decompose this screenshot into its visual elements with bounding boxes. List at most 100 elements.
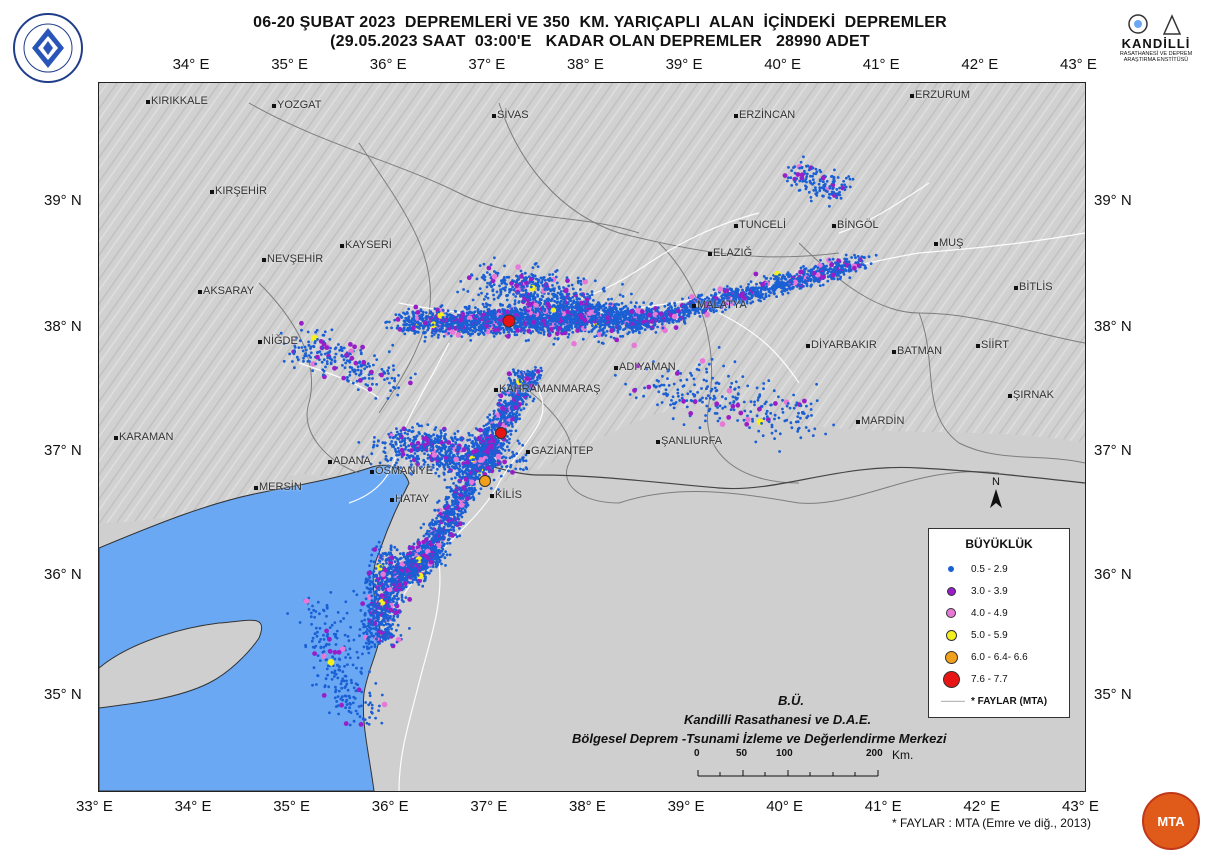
earthquake-point <box>800 276 804 280</box>
earthquake-point <box>482 424 486 428</box>
earthquake-point <box>764 294 768 298</box>
earthquake-point <box>633 304 637 308</box>
earthquake-point <box>496 403 500 406</box>
earthquake-point <box>731 294 735 298</box>
earthquake-point <box>689 293 695 300</box>
latitude-label-right: 38° N <box>1094 318 1132 335</box>
earthquake-point <box>685 306 689 310</box>
earthquake-point <box>518 378 522 382</box>
earthquake-point <box>482 324 486 328</box>
earthquake-point <box>511 425 514 428</box>
earthquake-point <box>747 283 750 286</box>
earthquake-point <box>833 269 837 273</box>
earthquake-point <box>785 287 789 291</box>
earthquake-point <box>722 287 726 291</box>
earthquake-point <box>697 311 701 315</box>
earthquake-point <box>438 327 442 331</box>
earthquake-point <box>735 287 738 291</box>
longitude-label-bottom: 38° E <box>569 798 606 815</box>
earthquake-point <box>441 308 445 312</box>
earthquake-point <box>818 284 822 287</box>
earthquake-point <box>421 567 424 571</box>
earthquake-point <box>664 312 667 316</box>
earthquake-point <box>477 325 481 329</box>
earthquake-point <box>465 325 469 328</box>
earthquake-point <box>683 316 687 320</box>
earthquake-point <box>475 314 478 318</box>
earthquake-point <box>487 321 491 325</box>
earthquake-point <box>415 310 421 315</box>
earthquake-point <box>480 326 484 330</box>
earthquake-point <box>419 526 423 530</box>
seismicity-map[interactable]: KIRIKKALE YOZGAT SİVAS ERZİNCAN ERZURUM KIRŞE… <box>98 82 1086 792</box>
earthquake-point <box>421 558 425 561</box>
earthquake-point <box>422 320 428 326</box>
earthquake-point <box>869 262 873 265</box>
earthquake-point <box>378 548 381 551</box>
earthquake-point <box>847 265 851 268</box>
earthquake-point <box>645 322 649 325</box>
earthquake-point <box>471 489 475 493</box>
earthquake-point <box>762 297 766 300</box>
earthquake-point <box>498 310 502 314</box>
earthquake-point <box>449 521 453 524</box>
earthquake-point <box>466 315 473 321</box>
earthquake-point <box>655 308 659 312</box>
earthquake-point <box>469 339 473 342</box>
earthquake-point <box>432 329 436 332</box>
earthquake-point <box>733 290 736 294</box>
earthquake-point <box>355 593 359 597</box>
earthquake-point <box>811 275 815 278</box>
earthquake-point <box>416 330 420 334</box>
earthquake-point <box>849 269 853 272</box>
earthquake-point <box>451 322 454 326</box>
earthquake-point <box>416 574 420 577</box>
earthquake-point <box>640 319 646 325</box>
earthquake-point <box>515 403 519 407</box>
earthquake-point <box>840 267 843 270</box>
earthquake-point <box>421 310 425 314</box>
earthquake-point <box>665 319 669 323</box>
earthquake-point <box>778 281 782 284</box>
earthquake-point <box>510 429 513 433</box>
earthquake-point <box>489 330 493 334</box>
longitude-label-top: 43° E <box>1060 56 1097 73</box>
earthquake-point <box>686 302 690 306</box>
cyprus-island <box>99 619 262 709</box>
earthquake-point <box>465 330 469 334</box>
earthquake-point <box>627 312 631 315</box>
earthquake-point <box>467 304 471 308</box>
earthquake-point <box>455 520 458 524</box>
earthquake-point <box>429 315 432 319</box>
earthquake-point <box>856 255 860 258</box>
latitude-label-right: 39° N <box>1094 192 1132 209</box>
earthquake-point <box>408 546 412 550</box>
earthquake-point <box>527 338 530 342</box>
earthquake-point <box>749 301 753 305</box>
earthquake-point <box>489 312 492 316</box>
earthquake-point <box>457 314 461 317</box>
earthquake-point <box>454 506 458 509</box>
earthquake-point <box>505 334 511 339</box>
earthquake-point <box>416 540 422 546</box>
earthquake-point <box>440 562 443 566</box>
earthquake-point <box>473 330 477 334</box>
earthquake-point <box>460 325 464 329</box>
earthquake-point <box>411 553 415 557</box>
earthquake-point <box>506 435 509 438</box>
earthquake-point <box>471 325 475 328</box>
earthquake-point <box>457 480 461 484</box>
earthquake-point <box>479 316 483 320</box>
earthquake-point <box>422 534 426 538</box>
earthquake-point <box>513 373 517 377</box>
earthquake-point <box>654 331 658 334</box>
earthquake-point <box>460 329 464 333</box>
earthquake-point <box>488 413 492 417</box>
earthquake-point <box>535 318 539 322</box>
earthquake-point <box>417 564 420 567</box>
earthquake-point <box>689 311 692 315</box>
earthquake-point <box>475 319 479 323</box>
earthquake-point <box>467 319 471 323</box>
earthquake-point <box>449 329 456 335</box>
earthquake-point <box>852 265 857 271</box>
